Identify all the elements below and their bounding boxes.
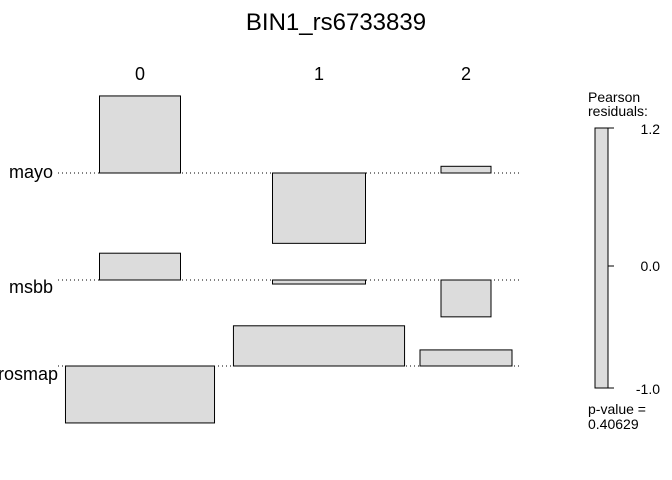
- column-labels: 0 1 2: [135, 64, 471, 84]
- legend-max-label: 1.2: [641, 121, 661, 137]
- column-label-2: 2: [461, 64, 471, 84]
- column-label-0: 0: [135, 64, 145, 84]
- legend-title-line1: Pearson: [588, 89, 640, 105]
- residual-bars: [64, 95, 513, 424]
- chart-title: BIN1_rs6733839: [246, 9, 426, 36]
- legend-mid-label: 0.0: [641, 258, 661, 274]
- legend-title-line2: residuals:: [588, 103, 648, 119]
- residual-bar-mayo-2: [440, 165, 492, 174]
- column-label-1: 1: [314, 64, 324, 84]
- residual-bar-mayo-1: [272, 172, 366, 244]
- residual-bar-msbb-0: [99, 252, 181, 281]
- row-label-rosmap: rosmap: [0, 364, 58, 384]
- pvalue-value: 0.40629: [588, 416, 639, 432]
- row-labels: mayo msbb rosmap: [0, 162, 58, 384]
- residual-bar-mayo-0: [99, 95, 181, 174]
- legend-color-bar: [594, 127, 609, 389]
- pvalue-label: p-value =: [588, 401, 646, 417]
- residual-bar-msbb-1: [272, 279, 366, 285]
- residual-bar-msbb-2: [440, 279, 492, 318]
- row-label-mayo: mayo: [9, 162, 53, 182]
- residual-bar-rosmap-2: [419, 349, 513, 367]
- residual-bar-rosmap-1: [232, 325, 406, 367]
- row-label-msbb: msbb: [9, 277, 53, 297]
- legend-min-label: -1.0: [636, 381, 660, 397]
- residual-bar-rosmap-0: [64, 365, 216, 424]
- residual-legend: Pearson residuals: 1.2 0.0 -1.0 p-value …: [588, 89, 660, 432]
